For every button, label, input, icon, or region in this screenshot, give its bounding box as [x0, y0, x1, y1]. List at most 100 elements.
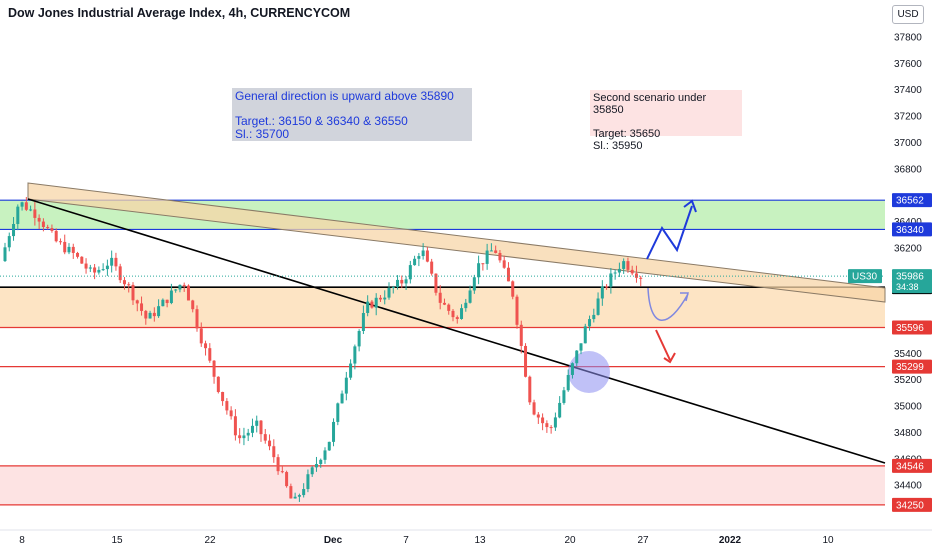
candle-body: [182, 284, 186, 286]
candle-body: [161, 299, 165, 307]
time-tick-label: 22: [204, 535, 216, 546]
candle-body: [122, 280, 126, 285]
candle-body: [229, 410, 233, 417]
candle-body: [596, 298, 600, 315]
candle-body: [54, 230, 58, 242]
candle-body: [255, 420, 259, 426]
candle-body: [20, 202, 24, 207]
candle-body: [506, 267, 510, 282]
price-tick-label: 34800: [894, 428, 922, 439]
candle-body: [127, 284, 131, 286]
candle-body: [280, 471, 284, 473]
candle-body: [485, 250, 489, 264]
candle-body: [105, 265, 109, 270]
candle-body: [549, 427, 553, 429]
candle-body: [387, 287, 391, 298]
price-tick-label: 34400: [894, 481, 922, 492]
candle-body: [532, 402, 536, 415]
candle-body: [216, 376, 220, 392]
candle-body: [562, 390, 566, 403]
price-tick-label: 37400: [894, 85, 922, 96]
level-price-tag: [892, 458, 932, 473]
upward-note-line1: General direction is upward above 35890: [235, 89, 454, 103]
candle-body: [97, 269, 101, 273]
candle-body: [468, 290, 472, 303]
upward-note-line3: Sl.: 35700: [235, 127, 290, 141]
candle-body: [101, 269, 105, 271]
time-tick-label: 2022: [719, 535, 742, 546]
candle-body: [140, 303, 144, 311]
candle-body: [37, 217, 41, 222]
candle-body: [442, 302, 446, 305]
price-zone: [0, 287, 885, 328]
candle-body: [110, 257, 114, 266]
countdown-label: 34:38: [896, 282, 919, 292]
candle-body: [50, 228, 54, 231]
candle-body: [310, 467, 314, 475]
candle-body: [447, 304, 451, 311]
candle-body: [169, 290, 173, 304]
candle-body: [152, 312, 156, 317]
blue-arrow-alt: [647, 287, 689, 321]
candle-body: [306, 474, 310, 490]
level-price-label: 36562: [896, 196, 924, 207]
currency-selector-button[interactable]: USD: [892, 5, 924, 24]
candle-body: [600, 286, 604, 299]
price-tick-label: 36800: [894, 164, 922, 175]
candle-body: [323, 450, 327, 460]
time-tick-label: 10: [822, 535, 834, 546]
candle-body: [191, 300, 195, 310]
candle-body: [165, 299, 169, 304]
candle-body: [327, 441, 331, 451]
candle-body: [199, 328, 203, 344]
candle-body: [536, 414, 540, 418]
candle-body: [319, 459, 323, 465]
price-tick-label: 37200: [894, 112, 922, 123]
candle-body: [357, 330, 361, 347]
candle-body: [7, 236, 11, 248]
candle-body: [246, 432, 250, 436]
candle-body: [16, 206, 20, 224]
candle-body: [400, 279, 404, 284]
price-tick-label: 35400: [894, 349, 922, 360]
candle-body: [289, 486, 293, 499]
second-note-line3: Sl.: 35950: [593, 140, 643, 152]
candle-body: [144, 310, 148, 319]
candle-body: [583, 326, 587, 344]
candle-body: [519, 324, 523, 346]
candle-body: [477, 263, 481, 278]
candle-body: [374, 297, 378, 308]
candle-body: [186, 285, 190, 301]
candle-body: [472, 277, 476, 291]
candle-body: [71, 246, 75, 253]
candle-body: [250, 425, 254, 433]
candle-body: [344, 377, 348, 394]
candle-body: [408, 265, 412, 280]
candle-body: [404, 279, 408, 284]
blue-arrow-up: [646, 205, 693, 260]
candle-body: [332, 421, 336, 442]
candle-body: [455, 317, 459, 319]
candle-body: [118, 266, 122, 281]
candle-body: [494, 250, 498, 253]
time-tick-label: 20: [564, 535, 576, 546]
level-price-label: 34250: [896, 500, 924, 511]
candle-body: [178, 284, 182, 290]
candle-body: [12, 223, 16, 237]
candle-body: [515, 296, 519, 325]
candle-body: [425, 250, 429, 262]
candle-body: [293, 496, 297, 499]
price-axis[interactable]: [886, 0, 932, 530]
red-arrow-head: [663, 352, 676, 364]
candle-body: [349, 363, 353, 378]
candle-body: [340, 393, 344, 404]
last-price-tag: [892, 269, 932, 294]
candle-body: [639, 277, 643, 279]
candle-body: [413, 258, 417, 266]
candle-body: [302, 489, 306, 496]
upward-scenario-note[interactable]: General direction is upward above 35890 …: [232, 88, 472, 141]
upward-note-line2: Target.: 36150 & 36340 & 36550: [235, 114, 408, 128]
second-scenario-note[interactable]: Second scenario under 35850 Target: 3565…: [590, 90, 742, 152]
